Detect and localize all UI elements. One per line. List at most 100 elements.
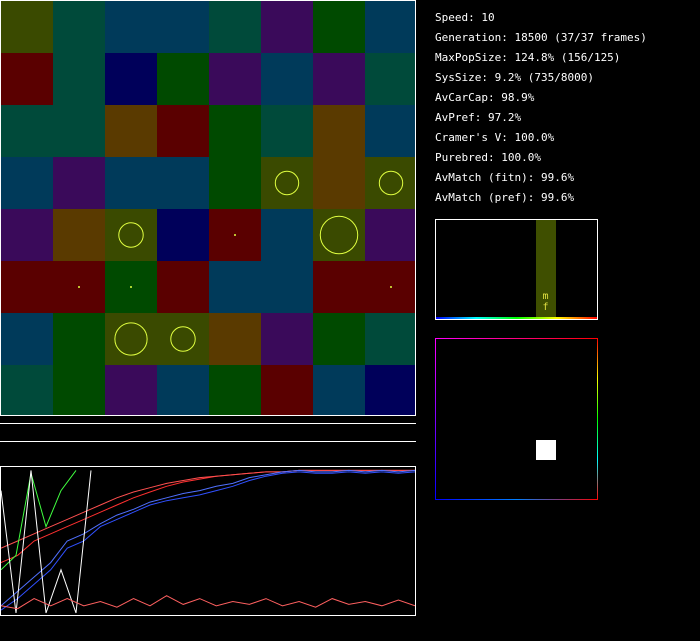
grid-cell[interactable] bbox=[157, 53, 209, 105]
organism-marker bbox=[170, 326, 196, 352]
grid-cell[interactable] bbox=[365, 209, 415, 261]
grid-cell[interactable] bbox=[365, 53, 415, 105]
organism-marker bbox=[274, 170, 300, 196]
grid-cell[interactable] bbox=[313, 157, 365, 209]
history-plot bbox=[0, 466, 416, 616]
grid-cell[interactable] bbox=[157, 157, 209, 209]
grid-cell[interactable] bbox=[1, 261, 53, 313]
grid-cell[interactable] bbox=[157, 1, 209, 53]
organism-marker bbox=[130, 286, 132, 288]
divider-bottom-line bbox=[0, 441, 416, 442]
grid-cell[interactable] bbox=[313, 53, 365, 105]
grid-cell[interactable] bbox=[105, 313, 157, 365]
history-series-line bbox=[1, 469, 415, 549]
grid-cell[interactable] bbox=[105, 105, 157, 157]
grid-cell[interactable] bbox=[365, 105, 415, 157]
grid-cell[interactable] bbox=[313, 365, 365, 415]
grid-cell[interactable] bbox=[157, 105, 209, 157]
grid-cell[interactable] bbox=[365, 313, 415, 365]
purebred-stat: Purebred: 100.0% bbox=[435, 151, 541, 164]
grid-cell[interactable] bbox=[365, 1, 415, 53]
divider-top-line bbox=[0, 423, 416, 424]
grid-cell[interactable] bbox=[157, 313, 209, 365]
av-match-fitn-stat: AvMatch (fitn): 99.6% bbox=[435, 171, 575, 184]
grid-cell[interactable] bbox=[209, 105, 261, 157]
av-match-pref-stat: AvMatch (pref): 99.6% bbox=[435, 191, 575, 204]
organism-marker bbox=[234, 234, 236, 236]
grid-cell[interactable] bbox=[1, 1, 53, 53]
grid-cell[interactable] bbox=[261, 365, 313, 415]
grid-cell[interactable] bbox=[53, 365, 105, 415]
organism-marker bbox=[78, 286, 80, 288]
history-series-line bbox=[1, 471, 415, 611]
organism-marker bbox=[118, 222, 144, 248]
trait-space-border bbox=[435, 338, 598, 500]
grid-cell[interactable] bbox=[261, 157, 313, 209]
grid-cell[interactable] bbox=[1, 105, 53, 157]
histogram-bar bbox=[536, 220, 556, 319]
grid-cell[interactable] bbox=[53, 105, 105, 157]
organism-marker bbox=[390, 286, 392, 288]
history-lines bbox=[1, 469, 415, 614]
grid-cell[interactable] bbox=[365, 157, 415, 209]
habitat-grid[interactable] bbox=[0, 0, 416, 416]
av-car-cap-stat: AvCarCap: 98.9% bbox=[435, 91, 535, 104]
grid-cell[interactable] bbox=[105, 365, 157, 415]
grid-cell[interactable] bbox=[1, 157, 53, 209]
grid-cell[interactable] bbox=[105, 53, 157, 105]
grid-cell[interactable] bbox=[1, 53, 53, 105]
grid-cell[interactable] bbox=[209, 157, 261, 209]
grid-cell[interactable] bbox=[53, 1, 105, 53]
preference-histogram: m f bbox=[435, 219, 598, 320]
grid-cell[interactable] bbox=[1, 313, 53, 365]
grid-cell[interactable] bbox=[365, 365, 415, 415]
grid-cell[interactable] bbox=[209, 261, 261, 313]
grid-cell[interactable] bbox=[313, 313, 365, 365]
grid-cell[interactable] bbox=[209, 313, 261, 365]
history-series-line bbox=[1, 595, 415, 610]
grid-cell[interactable] bbox=[313, 209, 365, 261]
max-pop-size-stat: MaxPopSize: 124.8% (156/125) bbox=[435, 51, 621, 64]
sys-size-stat: SysSize: 9.2% (735/8000) bbox=[435, 71, 594, 84]
history-series-line bbox=[1, 469, 415, 607]
grid-cell[interactable] bbox=[209, 53, 261, 105]
grid-cell[interactable] bbox=[53, 157, 105, 209]
grid-cell[interactable] bbox=[157, 261, 209, 313]
grid-cell[interactable] bbox=[1, 209, 53, 261]
grid-cell[interactable] bbox=[261, 209, 313, 261]
grid-cell[interactable] bbox=[53, 53, 105, 105]
grid-cell[interactable] bbox=[157, 365, 209, 415]
organism-marker bbox=[319, 215, 359, 255]
organism-marker bbox=[378, 170, 404, 196]
organism-layer bbox=[78, 170, 404, 356]
grid-cell[interactable] bbox=[209, 365, 261, 415]
histogram-color-scale bbox=[436, 317, 597, 319]
grid-cell[interactable] bbox=[261, 1, 313, 53]
organism-marker bbox=[114, 322, 148, 356]
grid-cell[interactable] bbox=[209, 1, 261, 53]
grid-cell[interactable] bbox=[261, 53, 313, 105]
grid-cell[interactable] bbox=[261, 313, 313, 365]
trait-space-box bbox=[435, 338, 598, 500]
cramers-v-stat: Cramer's V: 100.0% bbox=[435, 131, 555, 144]
history-series-line bbox=[1, 469, 415, 564]
grid-cell[interactable] bbox=[157, 209, 209, 261]
grid-cell[interactable] bbox=[313, 105, 365, 157]
av-pref-stat: AvPref: 97.2% bbox=[435, 111, 522, 124]
grid-cell[interactable] bbox=[261, 261, 313, 313]
grid-cell[interactable] bbox=[53, 313, 105, 365]
stats-panel: Speed: 10 Generation: 18500 (37/37 frame… bbox=[435, 8, 690, 208]
generation-stat: Generation: 18500 (37/37 frames) bbox=[435, 31, 647, 44]
history-series-line bbox=[1, 470, 77, 571]
grid-cell[interactable] bbox=[105, 157, 157, 209]
grid-cell[interactable] bbox=[105, 1, 157, 53]
grid-cell[interactable] bbox=[313, 1, 365, 53]
grid-cell[interactable] bbox=[1, 365, 53, 415]
grid-cell[interactable] bbox=[313, 261, 365, 313]
history-series-line bbox=[1, 470, 92, 614]
grid-cell[interactable] bbox=[105, 209, 157, 261]
grid-cell[interactable] bbox=[261, 105, 313, 157]
histogram-sex-labels: m f bbox=[542, 291, 550, 313]
grid-cell[interactable] bbox=[53, 209, 105, 261]
trait-position-marker bbox=[536, 440, 556, 460]
